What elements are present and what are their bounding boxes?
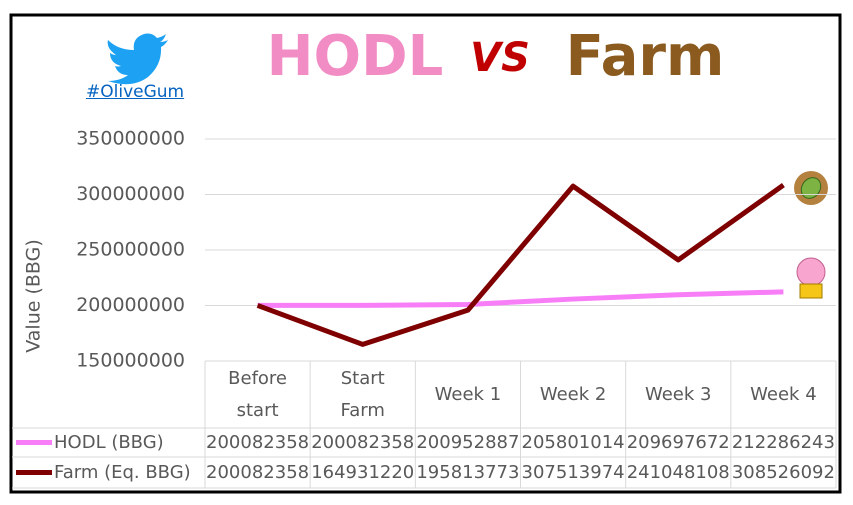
category-label: Week 4 — [750, 383, 817, 405]
category-label: Week 1 — [434, 383, 502, 405]
olive-icon — [794, 171, 828, 205]
series-line — [257, 289, 784, 308]
y-tick-label: 300000000 — [76, 183, 185, 205]
legend-label: HODL (BBG) — [54, 431, 164, 453]
chart-title-part: VS — [470, 35, 530, 81]
table-value: 209697672 — [626, 431, 730, 453]
table-value: 195813773 — [416, 461, 520, 483]
table-value: 241048108 — [626, 461, 730, 483]
table-value: 200952887 — [416, 431, 520, 453]
table-value: 307513974 — [521, 461, 625, 483]
frame — [9, 13, 842, 494]
category-label: Week 2 — [539, 383, 607, 405]
table-value: 164931220 — [311, 461, 415, 483]
table-value: 200082358 — [206, 431, 310, 453]
table-value: 308526092 — [731, 461, 835, 483]
table-value: 200082358 — [311, 431, 415, 453]
y-axis-label: Value (BBG) — [23, 239, 45, 353]
y-tick-label: 200000000 — [76, 294, 185, 316]
category-label: Start Farm — [340, 367, 385, 421]
y-tick-label: 350000000 — [76, 128, 185, 150]
twitter-icon — [107, 33, 168, 85]
category-label: Week 3 — [644, 383, 712, 405]
chart-title-part: Farm — [566, 24, 725, 89]
hashtag-link[interactable]: #OliveGum — [86, 82, 185, 102]
legend-label: Farm (Eq. BBG) — [54, 461, 191, 483]
y-tick-label: 250000000 — [76, 239, 185, 261]
table-value: 200082358 — [206, 461, 310, 483]
gumball-icon — [796, 257, 826, 299]
y-tick-label: 150000000 — [76, 350, 185, 372]
table-value: 212286243 — [731, 431, 835, 453]
table-value: 205801014 — [521, 431, 625, 453]
chart-title-part: HODL — [267, 24, 444, 89]
category-label: Before start — [228, 367, 287, 421]
series-line — [256, 182, 785, 347]
